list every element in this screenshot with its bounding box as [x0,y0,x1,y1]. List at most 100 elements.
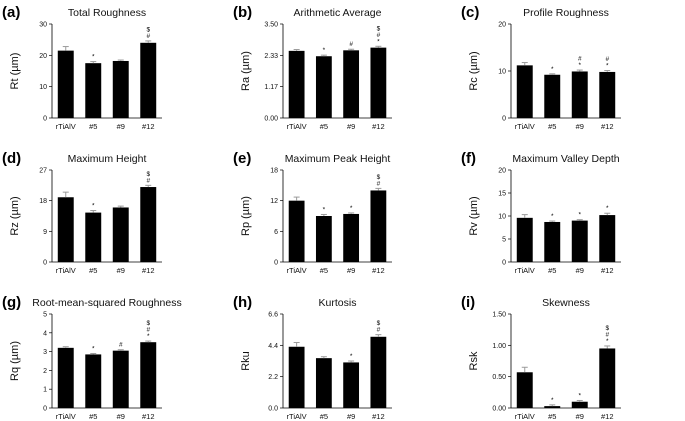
significance-marker: # [377,327,381,334]
chart-title: Maximum Valley Depth [512,153,619,165]
y-tick-label: 1 [43,387,47,394]
bar [315,358,332,408]
y-tick-label: 2 [43,368,47,375]
bar [112,60,129,118]
y-axis-label: Rsk [468,351,480,370]
bar [315,216,332,262]
significance-marker: # [349,41,353,48]
bar [599,215,616,262]
y-tick-label: 0 [502,260,506,267]
significance-marker: $ [146,320,150,327]
significance-marker: # [146,33,150,40]
bar [370,190,387,262]
significance-marker: * [578,392,581,399]
x-tick-label: #5 [89,122,97,131]
significance-marker: $ [377,174,381,181]
x-tick-label: #5 [320,122,328,131]
significance-marker: # [377,180,381,187]
bar [516,372,533,408]
x-tick-label: #5 [320,266,328,275]
bar [343,50,360,118]
x-tick-label: rTiAlV [56,266,76,275]
y-tick-label: 18 [39,198,47,205]
x-tick-label: #9 [347,266,355,275]
x-tick-label: #12 [601,122,614,131]
y-tick-label: 10 [498,69,506,76]
y-tick-label: 2.2 [268,374,278,381]
x-tick-label: #5 [548,266,556,275]
x-tick-label: rTiAlV [287,122,307,131]
significance-marker: * [350,353,353,360]
x-tick-label: rTiAlV [56,122,76,131]
x-tick-label: #12 [142,122,155,131]
significance-marker: # [119,342,123,349]
chart-panel-8: (h) Kurtosis 0.0 2.2 4.4 6.6 Rku rTiAlV #5 * #9 $# #… [233,294,392,421]
significance-marker: * [323,206,326,213]
panel-label: (e) [233,150,251,167]
x-tick-label: #9 [117,266,125,275]
y-tick-label: 0.00 [492,406,506,413]
y-tick-label: 0 [43,116,47,123]
significance-marker: $ [605,325,609,332]
y-tick-label: 10 [39,84,47,91]
x-tick-label: rTiAlV [515,412,535,421]
x-tick-label: #12 [601,412,614,421]
y-tick-label: 12 [270,198,278,205]
y-tick-label: 3 [43,349,47,356]
x-tick-label: #12 [372,122,385,131]
x-tick-label: #5 [548,412,556,421]
y-tick-label: 30 [39,22,47,29]
panel-label: (i) [461,294,475,311]
significance-marker: * [147,333,150,340]
panel-label: (b) [233,4,252,21]
significance-marker: # [578,56,582,63]
y-tick-label: 9 [43,229,47,236]
y-axis-label: Ra (µm) [240,51,252,91]
bar [599,71,616,118]
significance-marker: * [551,66,554,73]
y-axis-label: Rz (µm) [9,196,21,235]
x-tick-label: #5 [89,412,97,421]
panel-label: (d) [2,150,21,167]
significance-marker: $ [377,320,381,327]
y-tick-label: 4.4 [268,343,278,350]
chart-panel-5: (e) Maximum Peak Height 0 6 12 18 Rp (µm) rTiAl… [233,150,392,275]
y-tick-label: 0 [43,406,47,413]
y-axis-label: Rt (µm) [9,53,21,90]
bar [57,50,74,119]
y-tick-label: 18 [270,168,278,175]
y-tick-label: 4 [43,330,47,337]
y-tick-label: 0.00 [264,116,278,123]
bar [343,362,360,408]
y-axis-label: Rc (µm) [468,51,480,90]
x-tick-label: rTiAlV [287,266,307,275]
bar [140,187,157,262]
bar [85,212,102,262]
significance-marker: * [350,205,353,212]
x-tick-label: rTiAlV [56,412,76,421]
x-tick-label: #9 [347,122,355,131]
y-tick-label: 0 [43,260,47,267]
x-tick-label: #9 [347,412,355,421]
y-tick-label: 6 [274,229,278,236]
chart-title: Maximum Height [68,153,147,165]
significance-marker: * [323,47,326,54]
bar [571,71,588,118]
x-tick-label: #12 [372,412,385,421]
y-tick-label: 1.17 [264,84,278,91]
y-tick-label: 27 [39,168,47,175]
significance-marker: * [606,63,609,70]
bar [57,197,74,262]
panel-label: (g) [2,294,21,311]
x-tick-label: rTiAlV [515,266,535,275]
y-tick-label: 0.50 [492,374,506,381]
chart-title: Root-mean-squared Roughness [32,297,181,309]
significance-marker: * [92,54,95,61]
significance-marker: * [606,338,609,345]
bar [112,350,129,408]
y-tick-label: 2.33 [264,53,278,60]
y-tick-label: 20 [498,22,506,29]
significance-marker: * [606,205,609,212]
